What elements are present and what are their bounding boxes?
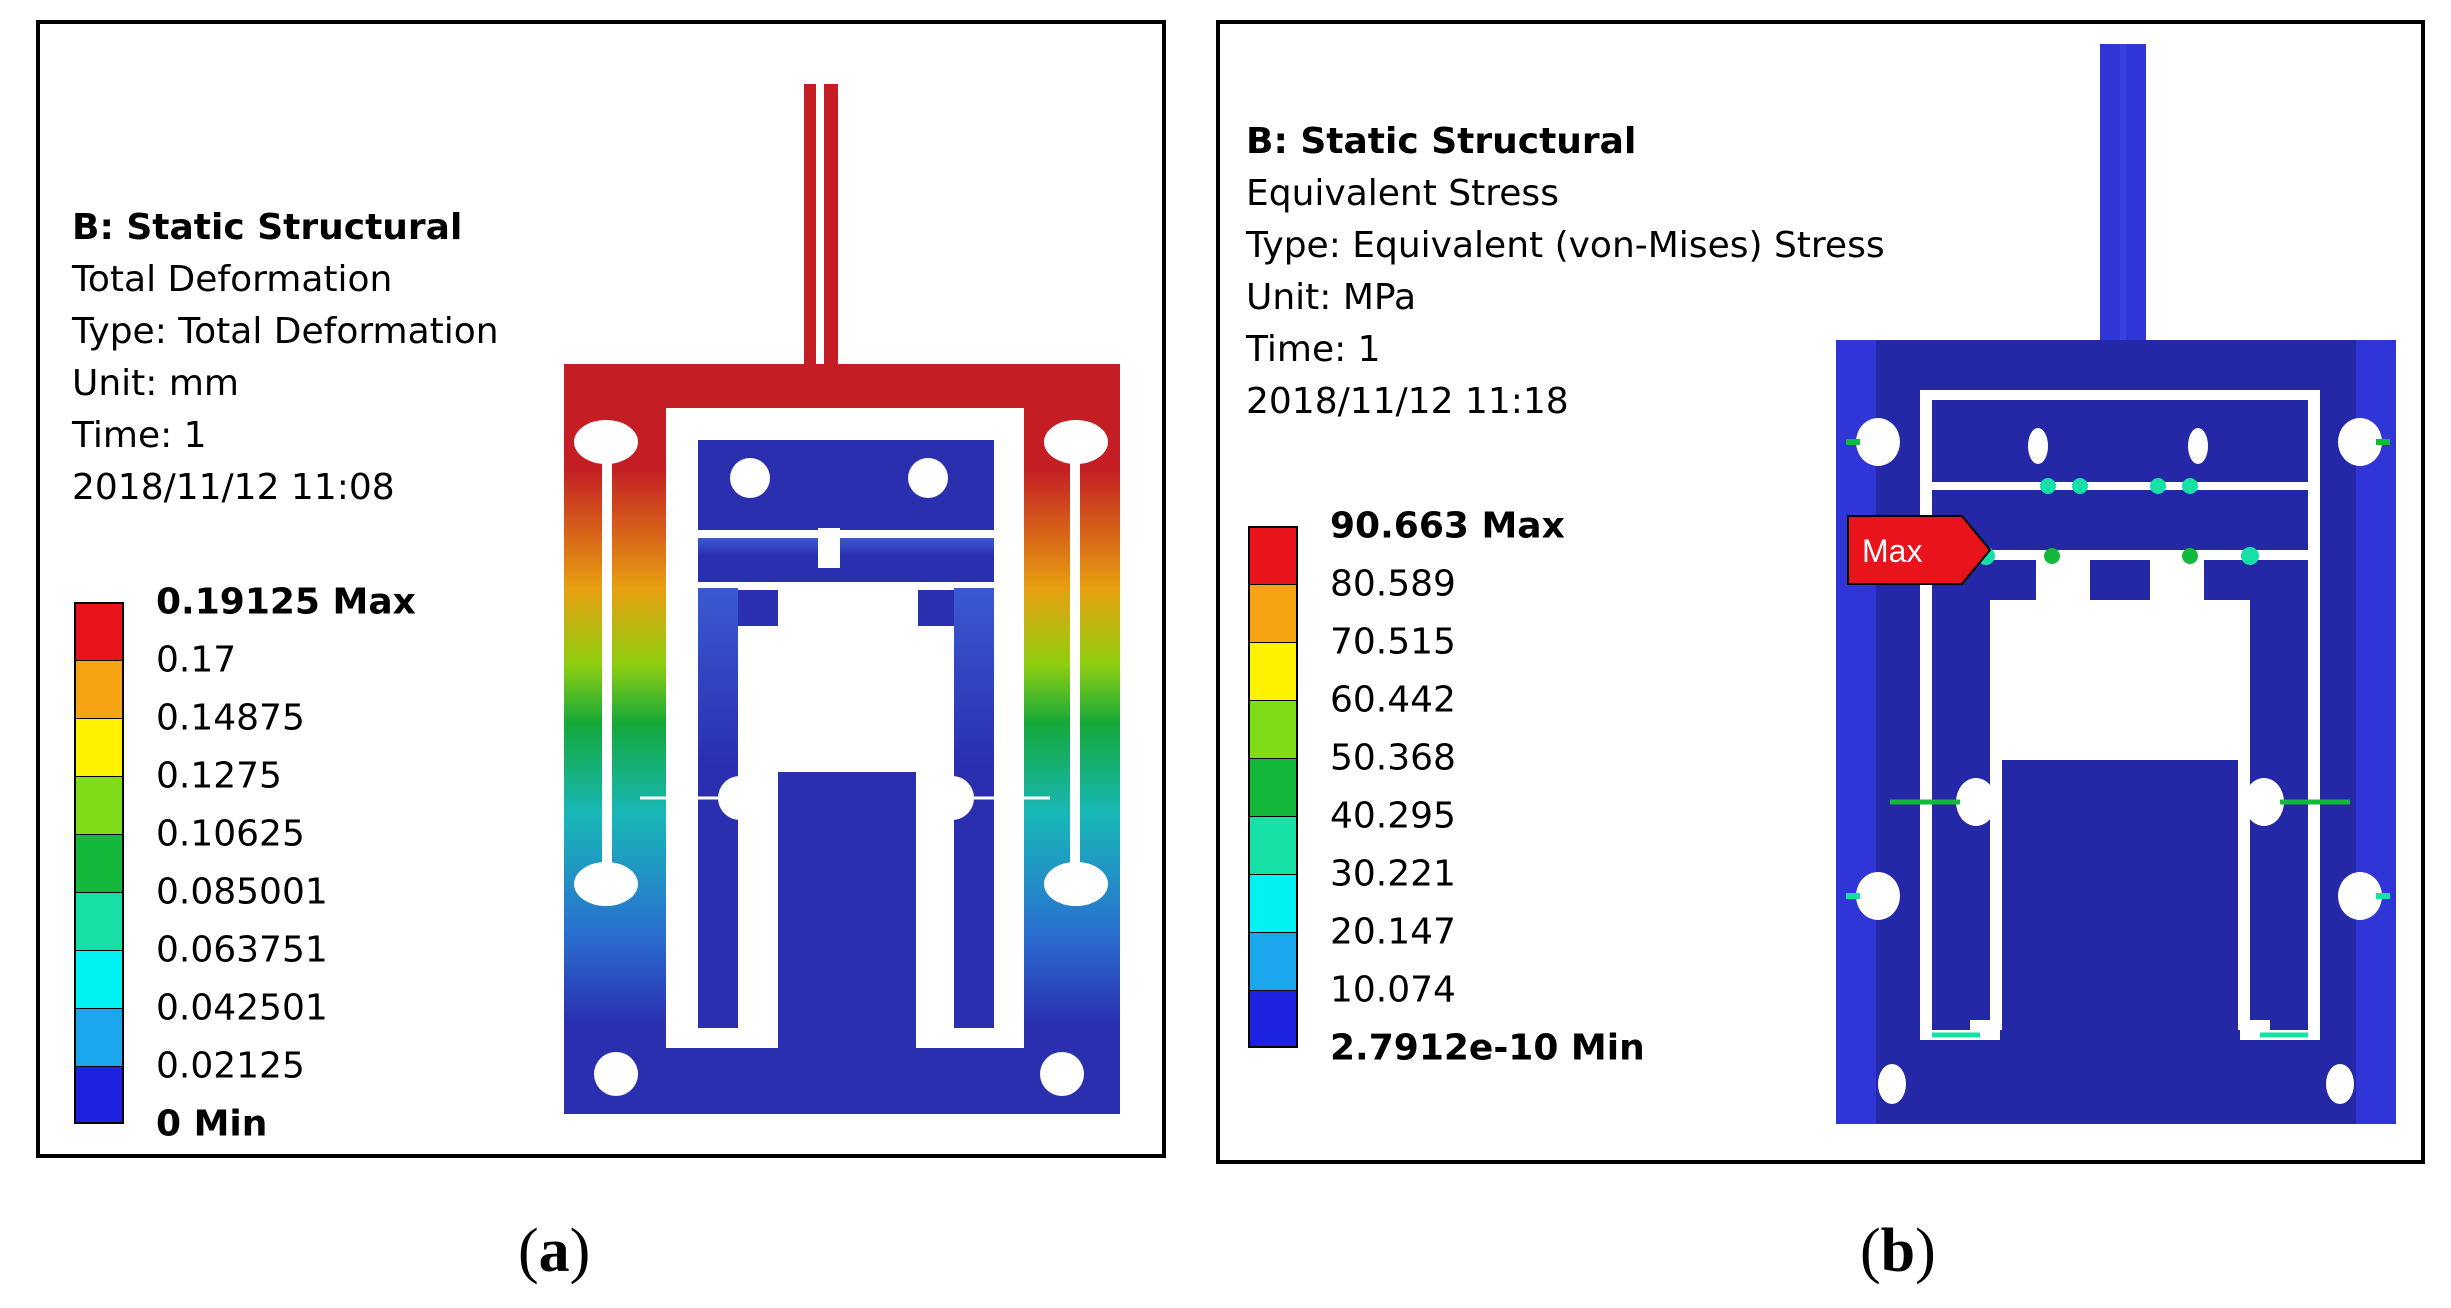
legend-label: 10.074 xyxy=(1330,969,1456,1011)
legend-swatch xyxy=(74,1066,124,1124)
result-type: Type: Total Deformation xyxy=(72,311,499,352)
color-legend-a: 0.19125 Max 0.17 0.14875 0.1275 0.10625 0.085… xyxy=(74,581,474,1145)
legend-label: 0.02125 xyxy=(156,1045,305,1087)
legend-label: 2.7912e-10 Min xyxy=(1330,1027,1645,1069)
legend-label: 70.515 xyxy=(1330,621,1456,663)
analysis-title: B: Static Structural xyxy=(72,207,463,248)
legend-swatch xyxy=(74,718,124,776)
legend-label: 20.147 xyxy=(1330,911,1456,953)
caption-b-open: ( xyxy=(1860,1217,1881,1285)
legend-label: 0.17 xyxy=(156,639,237,681)
info-block-b: B: Static Structural Equivalent Stress T… xyxy=(1246,116,1885,428)
deformation-model xyxy=(564,84,1120,1114)
max-flag-label: Max xyxy=(1862,533,1922,569)
caption-a-open: ( xyxy=(518,1217,539,1285)
legend-swatch xyxy=(74,1008,124,1066)
result-time: Time: 1 xyxy=(1246,329,1381,370)
caption-a-letter: a xyxy=(538,1217,570,1285)
legend-label: 0.063751 xyxy=(156,929,328,971)
legend-swatch xyxy=(1248,700,1298,758)
legend-label: 80.589 xyxy=(1330,563,1456,605)
legend-label: 0.042501 xyxy=(156,987,328,1029)
result-date: 2018/11/12 11:18 xyxy=(1246,381,1569,422)
legend-swatch xyxy=(1248,816,1298,874)
legend-label: 50.368 xyxy=(1330,737,1456,779)
result-unit: Unit: mm xyxy=(72,363,239,404)
legend-label: 0.14875 xyxy=(156,697,305,739)
analysis-title: B: Static Structural xyxy=(1246,121,1637,162)
caption-b: (b) xyxy=(1860,1216,1936,1287)
legend-swatch xyxy=(74,776,124,834)
legend-label: 0.1275 xyxy=(156,755,282,797)
legend-label: 40.295 xyxy=(1330,795,1456,837)
legend-label: 0.19125 Max xyxy=(156,581,416,623)
result-time: Time: 1 xyxy=(72,415,207,456)
legend-swatch xyxy=(74,602,124,660)
legend-swatch xyxy=(74,660,124,718)
legend-swatch xyxy=(74,950,124,1008)
legend-label: 90.663 Max xyxy=(1330,505,1565,547)
legend-label: 0.085001 xyxy=(156,871,328,913)
caption-a-close: ) xyxy=(569,1217,591,1285)
legend-label: 60.442 xyxy=(1330,679,1456,721)
legend-label: 30.221 xyxy=(1330,853,1456,895)
result-name: Equivalent Stress xyxy=(1246,173,1559,214)
result-type: Type: Equivalent (von-Mises) Stress xyxy=(1246,225,1885,266)
max-location-flag: Max xyxy=(1847,515,1992,585)
legend-swatch xyxy=(1248,874,1298,932)
result-name: Total Deformation xyxy=(72,259,393,300)
info-block-a: B: Static Structural Total Deformation T… xyxy=(72,202,499,514)
legend-swatch xyxy=(1248,932,1298,990)
legend-swatch xyxy=(1248,990,1298,1048)
caption-b-letter: b xyxy=(1880,1217,1916,1285)
caption-a: (a) xyxy=(518,1216,590,1287)
legend-swatch xyxy=(74,892,124,950)
stress-model xyxy=(1836,44,2396,1124)
result-date: 2018/11/12 11:08 xyxy=(72,467,395,508)
panel-a-total-deformation: B: Static Structural Total Deformation T… xyxy=(36,20,1166,1158)
legend-swatch xyxy=(1248,526,1298,584)
legend-swatch xyxy=(1248,584,1298,642)
result-unit: Unit: MPa xyxy=(1246,277,1417,318)
caption-b-close: ) xyxy=(1915,1217,1936,1285)
legend-swatch xyxy=(1248,758,1298,816)
legend-label: 0 Min xyxy=(156,1103,268,1145)
legend-swatch xyxy=(74,834,124,892)
legend-swatch xyxy=(1248,642,1298,700)
color-legend-b: 90.663 Max 80.589 70.515 60.442 50.368 40.295… xyxy=(1248,505,1648,1069)
legend-label: 0.10625 xyxy=(156,813,305,855)
panel-b-equivalent-stress: B: Static Structural Equivalent Stress T… xyxy=(1216,20,2425,1164)
